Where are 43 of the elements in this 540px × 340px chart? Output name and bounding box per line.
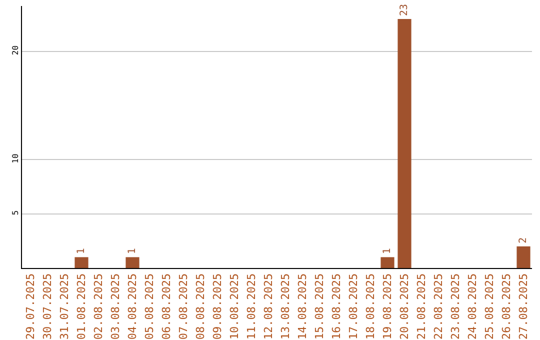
x-tick-label: 21.08.2025 — [415, 273, 428, 340]
x-tick-label: 11.08.2025 — [245, 273, 258, 340]
bar — [380, 257, 394, 268]
x-tick-label: 27.08.2025 — [517, 273, 530, 340]
x-tick-label: 06.08.2025 — [160, 273, 174, 340]
x-tick-label: 19.08.2025 — [381, 273, 394, 340]
x-tick-label: 24.08.2025 — [466, 273, 480, 340]
bar — [516, 246, 530, 268]
x-tick-label: 13.08.2025 — [279, 273, 292, 340]
x-tick-label: 01.08.2025 — [75, 273, 88, 340]
x-tick-label: 05.08.2025 — [143, 273, 156, 340]
y-tick-label: 5 — [10, 210, 20, 216]
data-label: 1 — [382, 248, 393, 254]
x-tick-label: 16.08.2025 — [330, 273, 344, 340]
x-tick-label: 12.08.2025 — [262, 273, 276, 340]
x-tick-label: 15.08.2025 — [313, 273, 326, 340]
x-tick-label: 17.08.2025 — [347, 273, 360, 340]
x-tick-label: 22.08.2025 — [432, 273, 446, 340]
x-tick-label: 02.08.2025 — [92, 273, 106, 340]
x-tick-label: 23.08.2025 — [449, 273, 462, 340]
x-tick-label: 30.07.2025 — [41, 273, 54, 340]
x-tick-label: 25.08.2025 — [483, 273, 496, 340]
bar — [398, 18, 412, 268]
data-label: 2 — [518, 237, 529, 244]
x-tick-label: 08.08.2025 — [194, 273, 208, 340]
x-tick-label: 29.07.2025 — [24, 273, 38, 340]
x-tick-label: 03.08.2025 — [109, 273, 122, 340]
x-tick-label: 04.08.2025 — [126, 273, 140, 340]
bar — [74, 257, 88, 268]
x-tick-label: 09.08.2025 — [211, 273, 224, 340]
x-tick-label: 31.07.2025 — [58, 273, 72, 340]
x-tick-label: 07.08.2025 — [177, 273, 190, 340]
y-tick-label: 20 — [10, 45, 20, 56]
x-tick-label: 18.08.2025 — [364, 273, 378, 340]
x-tick-label: 26.08.2025 — [500, 273, 514, 340]
data-label: 1 — [76, 248, 87, 254]
bar — [126, 257, 140, 268]
data-label: 23 — [399, 4, 410, 16]
y-tick-label: 10 — [10, 154, 20, 164]
data-label: 1 — [127, 248, 138, 254]
x-tick-label: 10.08.2025 — [228, 273, 242, 340]
x-tick-label: 14.08.2025 — [296, 273, 310, 340]
x-tick-label: 20.08.2025 — [398, 273, 412, 340]
